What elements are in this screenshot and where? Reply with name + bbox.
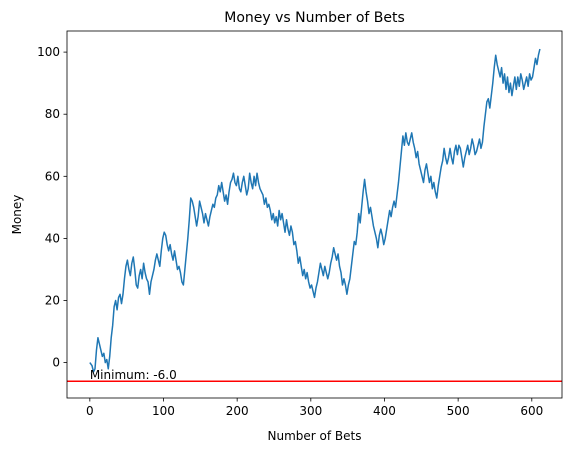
- axes-frame: [66, 30, 563, 399]
- x-tick-label: 0: [86, 404, 94, 418]
- x-tick-label: 400: [373, 404, 396, 418]
- x-tick-label: 300: [299, 404, 322, 418]
- y-tick-label: 100: [37, 45, 60, 59]
- x-tick-label: 100: [152, 404, 175, 418]
- chart-title: Money vs Number of Bets: [224, 10, 405, 26]
- x-tick-label: 200: [226, 404, 249, 418]
- y-axis-label: Money: [10, 195, 24, 235]
- y-tick-label: 20: [45, 294, 60, 308]
- y-axis-ticks: 0 20 40 60 80 100: [37, 45, 67, 370]
- x-axis-ticks: 0 100 200 300 400 500 600: [86, 398, 543, 418]
- plot-area: Minimum: -6.0: [67, 48, 562, 382]
- y-tick-label: 0: [52, 356, 60, 370]
- x-axis-label: Number of Bets: [268, 429, 362, 443]
- money-series-line: [89, 48, 541, 373]
- minimum-annotation: Minimum: -6.0: [90, 368, 177, 382]
- x-tick-label: 600: [520, 404, 543, 418]
- x-tick-label: 500: [447, 404, 470, 418]
- y-tick-label: 40: [45, 231, 60, 245]
- y-tick-label: 80: [45, 107, 60, 121]
- y-tick-label: 60: [45, 169, 60, 183]
